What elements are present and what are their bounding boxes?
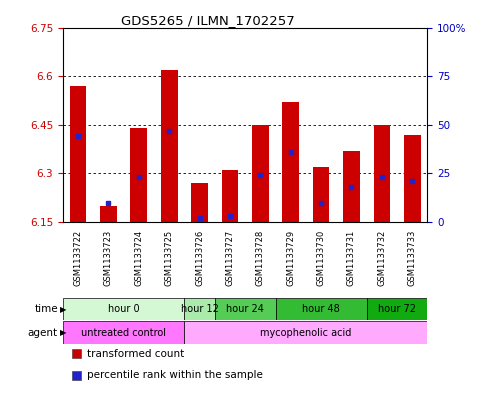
Text: GDS5265 / ILMN_1702257: GDS5265 / ILMN_1702257 [121,14,295,27]
Bar [404,134,421,222]
Text: agent: agent [28,328,58,338]
Bar [130,128,147,222]
Text: hour 48: hour 48 [302,304,340,314]
Text: transformed count: transformed count [87,349,184,359]
Bar [185,321,427,344]
Bar [313,167,329,222]
Bar [367,298,427,320]
Text: ▶: ▶ [60,305,67,314]
Bar [185,298,215,320]
Text: time: time [34,304,58,314]
Bar [70,86,86,222]
Bar [215,298,275,320]
Bar [63,321,185,344]
Bar [63,298,185,320]
Text: ▶: ▶ [60,328,67,337]
Bar [343,151,360,222]
Text: percentile rank within the sample: percentile rank within the sample [87,370,263,380]
Text: hour 0: hour 0 [108,304,140,314]
Bar [283,102,299,222]
Bar [191,183,208,222]
Text: mycophenolic acid: mycophenolic acid [260,328,352,338]
Bar [222,170,238,222]
Bar [161,70,178,222]
Bar [252,125,269,222]
Text: hour 24: hour 24 [226,304,264,314]
Text: hour 12: hour 12 [181,304,218,314]
Text: hour 72: hour 72 [378,304,416,314]
Bar [373,125,390,222]
Text: untreated control: untreated control [81,328,166,338]
Bar [275,298,367,320]
Bar [100,206,117,222]
